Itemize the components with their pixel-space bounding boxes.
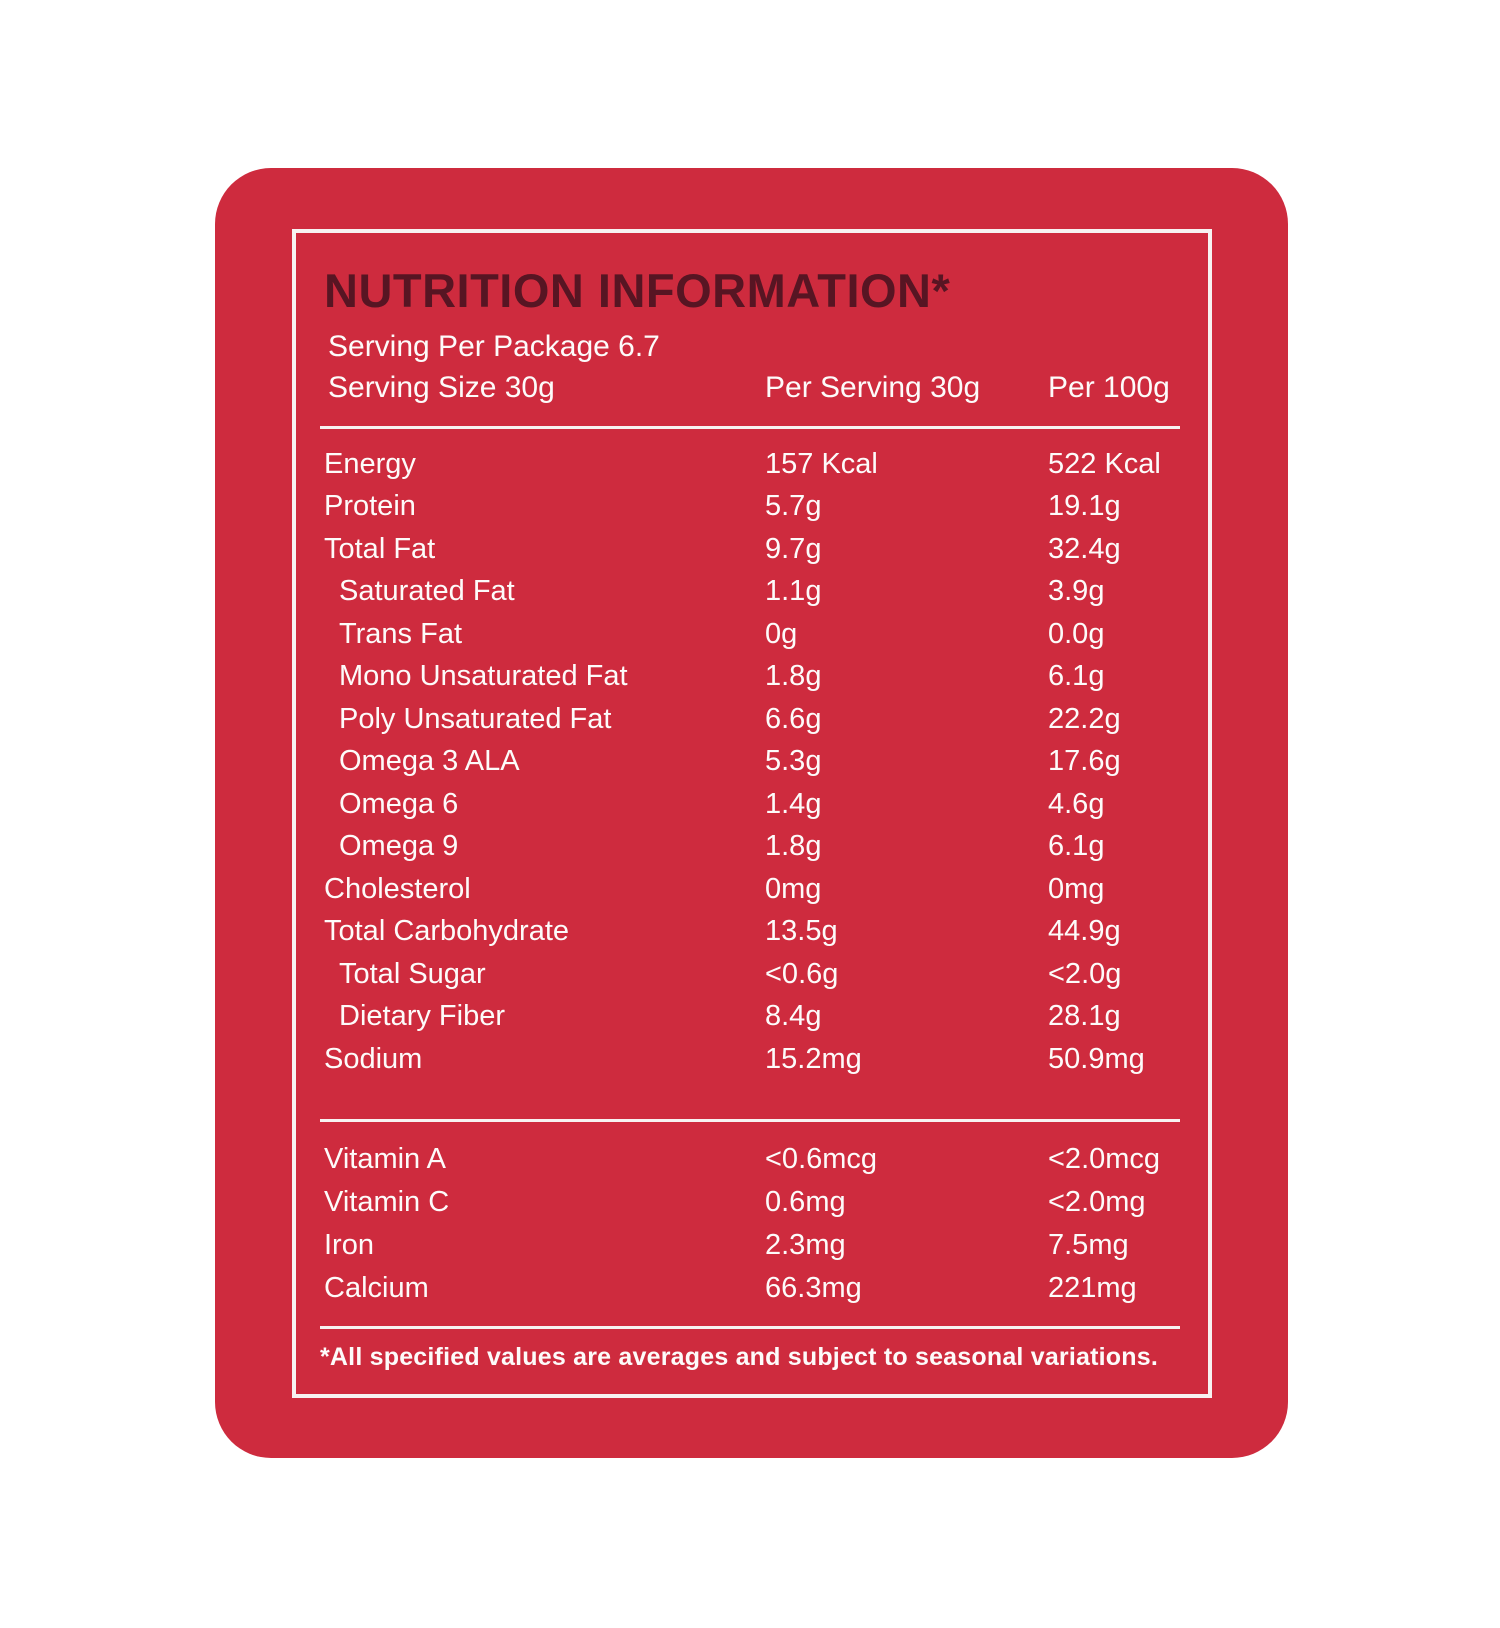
per-serving-value: <0.6mcg — [765, 1142, 878, 1175]
table-row: Total Carbohydrate 13.5g 44.9g — [320, 911, 1180, 954]
nutrient-name: Omega 9 — [339, 830, 459, 863]
table-row: Protein 5.7g 19.1g — [320, 486, 1180, 529]
nutrient-name: Saturated Fat — [339, 575, 515, 608]
footnote: *All specified values are averages and s… — [320, 1342, 1158, 1371]
per-serving-value: 13.5g — [765, 915, 838, 948]
table-row: Saturated Fat 1.1g 3.9g — [320, 571, 1180, 614]
nutrient-name: Protein — [324, 490, 416, 523]
per-100g-value: 0mg — [1048, 872, 1105, 905]
nutrients-table: Energy 157 Kcal 522 Kcal Protein 5.7g 19… — [320, 443, 1180, 1081]
per-100g-value: 522 Kcal — [1048, 447, 1161, 480]
serving-per-package: Serving Per Package 6.7 — [328, 330, 660, 363]
vitamins-table: Vitamin A <0.6mcg <2.0mcg Vitamin C 0.6m… — [320, 1138, 1180, 1310]
per-serving-value: 2.3mg — [765, 1228, 846, 1261]
per-100g-value: 6.1g — [1048, 660, 1105, 693]
per-serving-value: 1.8g — [765, 660, 822, 693]
table-row: Dietary Fiber 8.4g 28.1g — [320, 996, 1180, 1039]
nutrient-name: Omega 6 — [339, 787, 459, 820]
nutrient-name: Vitamin A — [324, 1142, 446, 1175]
per-100g-value: 32.4g — [1048, 532, 1121, 565]
per-100g-value: 22.2g — [1048, 702, 1121, 735]
per-100g-value: 0.0g — [1048, 617, 1105, 650]
per-serving-value: 1.4g — [765, 787, 822, 820]
per-100g-value: 17.6g — [1048, 745, 1121, 778]
per-serving-value: 157 Kcal — [765, 447, 878, 480]
nutrient-name: Poly Unsaturated Fat — [339, 702, 612, 735]
table-row: Omega 9 1.8g 6.1g — [320, 826, 1180, 869]
table-row: Iron 2.3mg 7.5mg — [320, 1224, 1180, 1267]
per-serving-value: 8.4g — [765, 1000, 822, 1033]
per-100g-value: 50.9mg — [1048, 1042, 1145, 1075]
per-100g-value: 221mg — [1048, 1271, 1137, 1304]
per-100g-value: 19.1g — [1048, 490, 1121, 523]
per-serving-value: 0.6mg — [765, 1185, 846, 1218]
table-row: Vitamin A <0.6mcg <2.0mcg — [320, 1138, 1180, 1181]
per-100g-value: 4.6g — [1048, 787, 1105, 820]
per-100g-value: <2.0mg — [1048, 1185, 1146, 1218]
table-row: Omega 6 1.4g 4.6g — [320, 783, 1180, 826]
per-100g-value: 3.9g — [1048, 575, 1105, 608]
nutrient-name: Iron — [324, 1228, 374, 1261]
per-100g-value: <2.0mcg — [1048, 1142, 1161, 1175]
nutrient-name: Vitamin C — [324, 1185, 450, 1218]
nutrient-name: Omega 3 ALA — [339, 745, 520, 778]
per-100g-value: 28.1g — [1048, 1000, 1121, 1033]
nutrient-name: Trans Fat — [339, 617, 463, 650]
page-title: NUTRITION INFORMATION* — [324, 264, 951, 317]
table-row: Poly Unsaturated Fat 6.6g 22.2g — [320, 698, 1180, 741]
per-100g-value: 6.1g — [1048, 830, 1105, 863]
per-serving-value: 1.8g — [765, 830, 822, 863]
table-row: Trans Fat 0g 0.0g — [320, 613, 1180, 656]
per-serving-value: 5.3g — [765, 745, 822, 778]
nutrient-name: Total Sugar — [339, 957, 486, 990]
nutrition-label-card: NUTRITION INFORMATION* Serving Per Packa… — [215, 168, 1288, 1458]
table-row: Energy 157 Kcal 522 Kcal — [320, 443, 1180, 486]
table-row: Mono Unsaturated Fat 1.8g 6.1g — [320, 656, 1180, 699]
per-serving-value: 0g — [765, 617, 798, 650]
nutrient-name: Cholesterol — [324, 872, 471, 905]
per-serving-value: 5.7g — [765, 490, 822, 523]
table-row: Cholesterol 0mg 0mg — [320, 868, 1180, 911]
table-row: Total Sugar <0.6g <2.0g — [320, 953, 1180, 996]
per-serving-value: 0mg — [765, 872, 822, 905]
nutrient-name: Energy — [324, 447, 416, 480]
per-serving-value: 1.1g — [765, 575, 822, 608]
per-100g-value: 7.5mg — [1048, 1228, 1129, 1261]
nutrient-name: Total Fat — [324, 532, 436, 565]
nutrient-name: Calcium — [324, 1271, 429, 1304]
per-serving-value: <0.6g — [765, 957, 839, 990]
column-header-row: Serving Size 30g Per Serving 30g Per 100… — [320, 368, 1180, 408]
per-100g-header: Per 100g — [1048, 371, 1170, 404]
per-100g-value: 44.9g — [1048, 915, 1121, 948]
nutrient-name: Mono Unsaturated Fat — [339, 660, 628, 693]
label-inner-frame: NUTRITION INFORMATION* Serving Per Packa… — [292, 229, 1212, 1398]
per-serving-header: Per Serving 30g — [765, 371, 981, 404]
per-serving-value: 15.2mg — [765, 1042, 862, 1075]
nutrient-name: Dietary Fiber — [339, 1000, 505, 1033]
table-row: Calcium 66.3mg 221mg — [320, 1267, 1180, 1310]
per-serving-value: 66.3mg — [765, 1271, 862, 1304]
per-100g-value: <2.0g — [1048, 957, 1122, 990]
divider-top — [320, 426, 1180, 429]
serving-size-header: Serving Size 30g — [328, 371, 555, 404]
table-row: Omega 3 ALA 5.3g 17.6g — [320, 741, 1180, 784]
table-row: Sodium 15.2mg 50.9mg — [320, 1038, 1180, 1081]
per-serving-value: 9.7g — [765, 532, 822, 565]
table-row: Vitamin C 0.6mg <2.0mg — [320, 1181, 1180, 1224]
nutrient-name: Sodium — [324, 1042, 423, 1075]
table-row: Total Fat 9.7g 32.4g — [320, 528, 1180, 571]
nutrient-name: Total Carbohydrate — [324, 915, 570, 948]
divider-middle — [320, 1118, 1180, 1122]
divider-bottom — [320, 1325, 1180, 1329]
per-serving-value: 6.6g — [765, 702, 822, 735]
